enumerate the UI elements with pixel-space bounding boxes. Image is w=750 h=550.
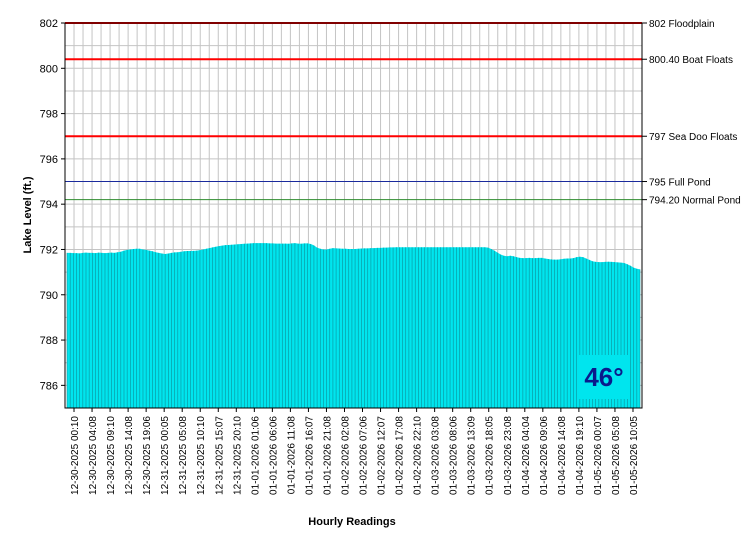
- x-tick-label: 01-03-2026 03:08: [431, 416, 442, 495]
- x-tick-label: 01-02-2026 17:08: [395, 416, 406, 495]
- x-tick-label: 01-03-2026 18:05: [485, 416, 496, 495]
- y-tick-label: 792: [40, 244, 58, 256]
- x-tick-label: 01-03-2026 08:06: [449, 416, 460, 495]
- x-tick-label: 01-02-2026 12:07: [377, 416, 388, 495]
- y-axis: 786 788 790 792 794 796 798 800 802: [40, 18, 65, 392]
- data-area: [66, 243, 641, 408]
- reference-label: 802 Floodplain: [649, 19, 715, 30]
- y-tick-label: 788: [40, 335, 58, 347]
- x-tick-label: 12-30-2025 00:10: [70, 416, 81, 495]
- x-tick-label: 01-03-2026 13:09: [467, 416, 478, 495]
- y-axis-title: Lake Level (ft.): [22, 176, 34, 253]
- x-tick-label: 01-01-2026 21:08: [323, 416, 334, 495]
- x-tick-label: 12-30-2025 19:06: [142, 416, 153, 495]
- x-tick-label: 12-30-2025 14:08: [124, 416, 135, 495]
- x-tick-label: 01-04-2026 14:08: [557, 416, 568, 495]
- x-tick-label: 01-01-2026 11:08: [286, 416, 297, 495]
- x-tick-label: 12-30-2025 04:08: [88, 416, 99, 495]
- reference-label: 794.20 Normal Pond: [649, 196, 741, 207]
- temperature-badge: [578, 355, 630, 399]
- x-axis: 12-30-2025 00:10 12-30-2025 04:08 12-30-20…: [70, 408, 640, 495]
- x-tick-label: 01-01-2026 06:06: [268, 416, 279, 495]
- reference-labels: 802 Floodplain 800.40 Boat Floats 797 Sea …: [642, 19, 741, 207]
- x-tick-label: 01-02-2026 02:08: [341, 416, 352, 495]
- plot-frame: [64, 22, 643, 409]
- x-tick-label: 01-05-2026 10:05: [629, 416, 640, 495]
- x-tick-label: 01-04-2026 09:06: [539, 416, 550, 495]
- y-tick-label: 786: [40, 380, 58, 392]
- x-tick-label: 12-30-2025 09:10: [106, 416, 117, 495]
- x-tick-label: 12-31-2025 15:07: [214, 416, 225, 495]
- x-tick-label: 12-31-2025 00:05: [160, 416, 171, 495]
- y-tick-label: 800: [40, 63, 58, 75]
- x-tick-label: 12-31-2025 10:10: [196, 416, 207, 495]
- y-tick-label: 790: [40, 290, 58, 302]
- x-tick-label: 01-03-2026 23:08: [503, 416, 514, 495]
- y-tick-label: 796: [40, 154, 58, 166]
- x-tick-label: 01-01-2026 01:06: [250, 416, 261, 495]
- x-tick-label: 01-01-2026 16:07: [304, 416, 315, 495]
- x-tick-label: 12-31-2025 05:08: [178, 416, 189, 495]
- series-area: [67, 243, 640, 408]
- x-tick-label: 01-02-2026 07:06: [359, 416, 370, 495]
- x-tick-label: 01-02-2026 22:10: [413, 416, 424, 495]
- reference-label: 800.40 Boat Floats: [649, 55, 733, 66]
- reference-label: 795 Full Pond: [649, 178, 711, 189]
- x-axis-title: Hourly Readings: [308, 516, 395, 528]
- x-tick-label: 01-05-2026 00:07: [593, 416, 604, 495]
- temperature-text: 46°: [584, 362, 623, 392]
- x-tick-label: 01-04-2026 04:04: [521, 416, 532, 495]
- y-tick-label: 802: [40, 18, 58, 30]
- x-tick-label: 12-31-2025 20:10: [232, 416, 243, 495]
- reference-label: 797 Sea Doo Floats: [649, 132, 737, 143]
- y-tick-label: 794: [40, 199, 58, 211]
- x-tick-label: 01-04-2026 19:10: [575, 416, 586, 495]
- y-tick-label: 798: [40, 109, 58, 121]
- x-tick-label: 01-05-2026 05:08: [611, 416, 622, 495]
